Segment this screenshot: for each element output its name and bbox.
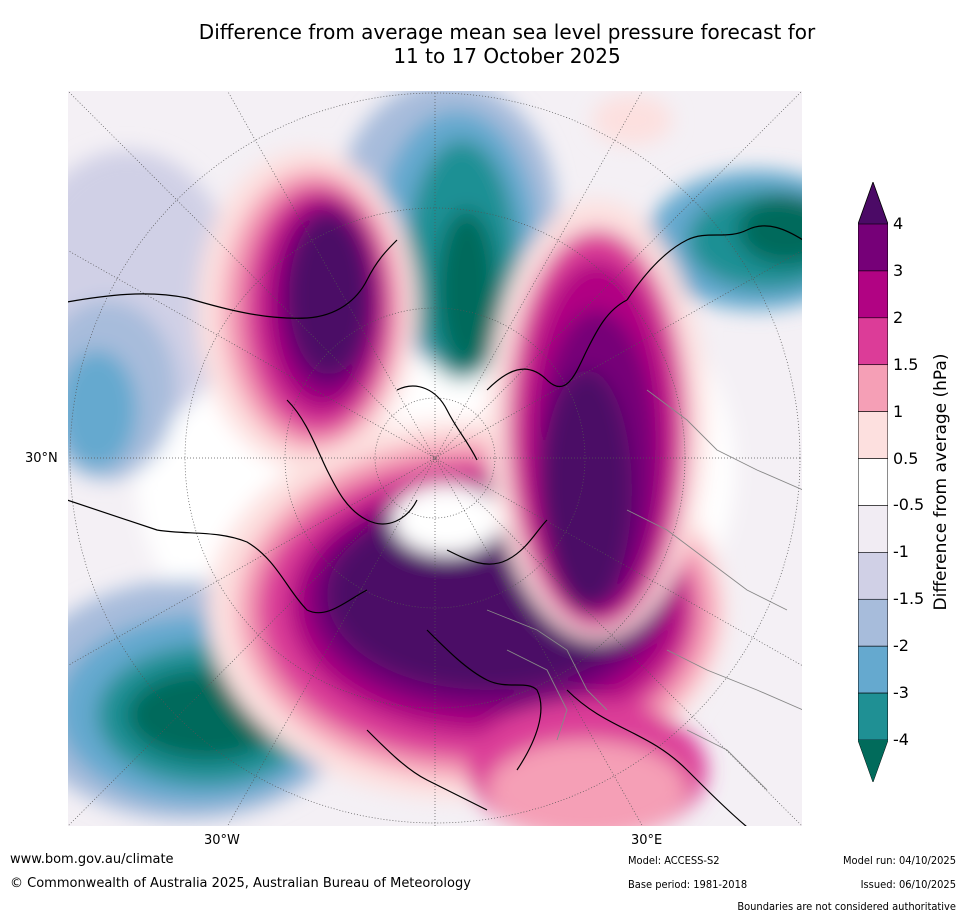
colorbar-tick-label: -4: [893, 730, 909, 749]
colorbar-top-extension: [858, 182, 888, 224]
colorbar-tick-label: 3: [893, 260, 904, 280]
colorbar-tick-label: -2: [893, 636, 909, 656]
disclaimer-text: Boundaries are not considered authoritat…: [737, 900, 956, 913]
colorbar-tick-label: -1.5: [893, 589, 925, 609]
lat-label-30n: 30°N: [25, 451, 58, 466]
website-text: www.bom.gov.au/climate: [10, 852, 174, 867]
base-period-text: Base period: 1981-2018: [628, 878, 748, 891]
colorbar-tick-label: -1: [893, 542, 909, 562]
colorbar: [858, 182, 888, 782]
copyright-text: © Commonwealth of Australia 2025, Austra…: [10, 876, 471, 891]
colorbar-tick-label: 2: [893, 307, 904, 327]
colorbar-tick-label: -3: [893, 683, 909, 703]
colorbar-tick-label: -0.5: [893, 495, 925, 515]
country-borders: [486, 389, 803, 791]
map-title: Difference from average mean sea level p…: [0, 20, 965, 68]
colorbar-bottom-extension: [858, 740, 888, 782]
colorbar-tick-label: 1: [893, 401, 904, 421]
model-text: Model: ACCESS-S2: [628, 854, 720, 867]
colorbar-segment: [858, 505, 888, 553]
title-line-1: Difference from average mean sea level p…: [198, 20, 816, 44]
lon-label-30w: 30°W: [204, 833, 240, 848]
colorbar-segment: [858, 692, 888, 741]
coastlines: [67, 225, 803, 827]
colorbar-tick-label: 0.5: [893, 448, 919, 468]
colorbar-segment: [858, 598, 888, 647]
map-frame: [67, 90, 803, 827]
title-line-2: 11 to 17 October 2025: [393, 44, 621, 68]
colorbar-segments: [858, 182, 888, 782]
colorbar-segment: [858, 223, 888, 272]
colorbar-segment: [858, 458, 888, 506]
colorbar-segment: [858, 645, 888, 694]
issued-text: Issued: 06/10/2025: [860, 878, 956, 891]
lon-label-30e: 30°E: [631, 833, 663, 848]
colorbar-tick-label: 1.5: [893, 354, 919, 374]
colorbar-segment: [858, 270, 888, 319]
model-run-text: Model run: 04/10/2025: [843, 854, 956, 867]
pressure-anomaly-map: [67, 90, 803, 827]
colorbar-segment: [858, 364, 888, 412]
colorbar-label: Difference from average (hPa): [931, 353, 951, 611]
graticule: [67, 90, 803, 827]
colorbar-segment: [858, 317, 888, 366]
colorbar-tick-label: 4: [893, 214, 904, 233]
colorbar-segment: [858, 411, 888, 459]
anomaly-field: [67, 90, 803, 827]
colorbar-segment: [858, 552, 888, 600]
map-canvas: [67, 90, 803, 827]
